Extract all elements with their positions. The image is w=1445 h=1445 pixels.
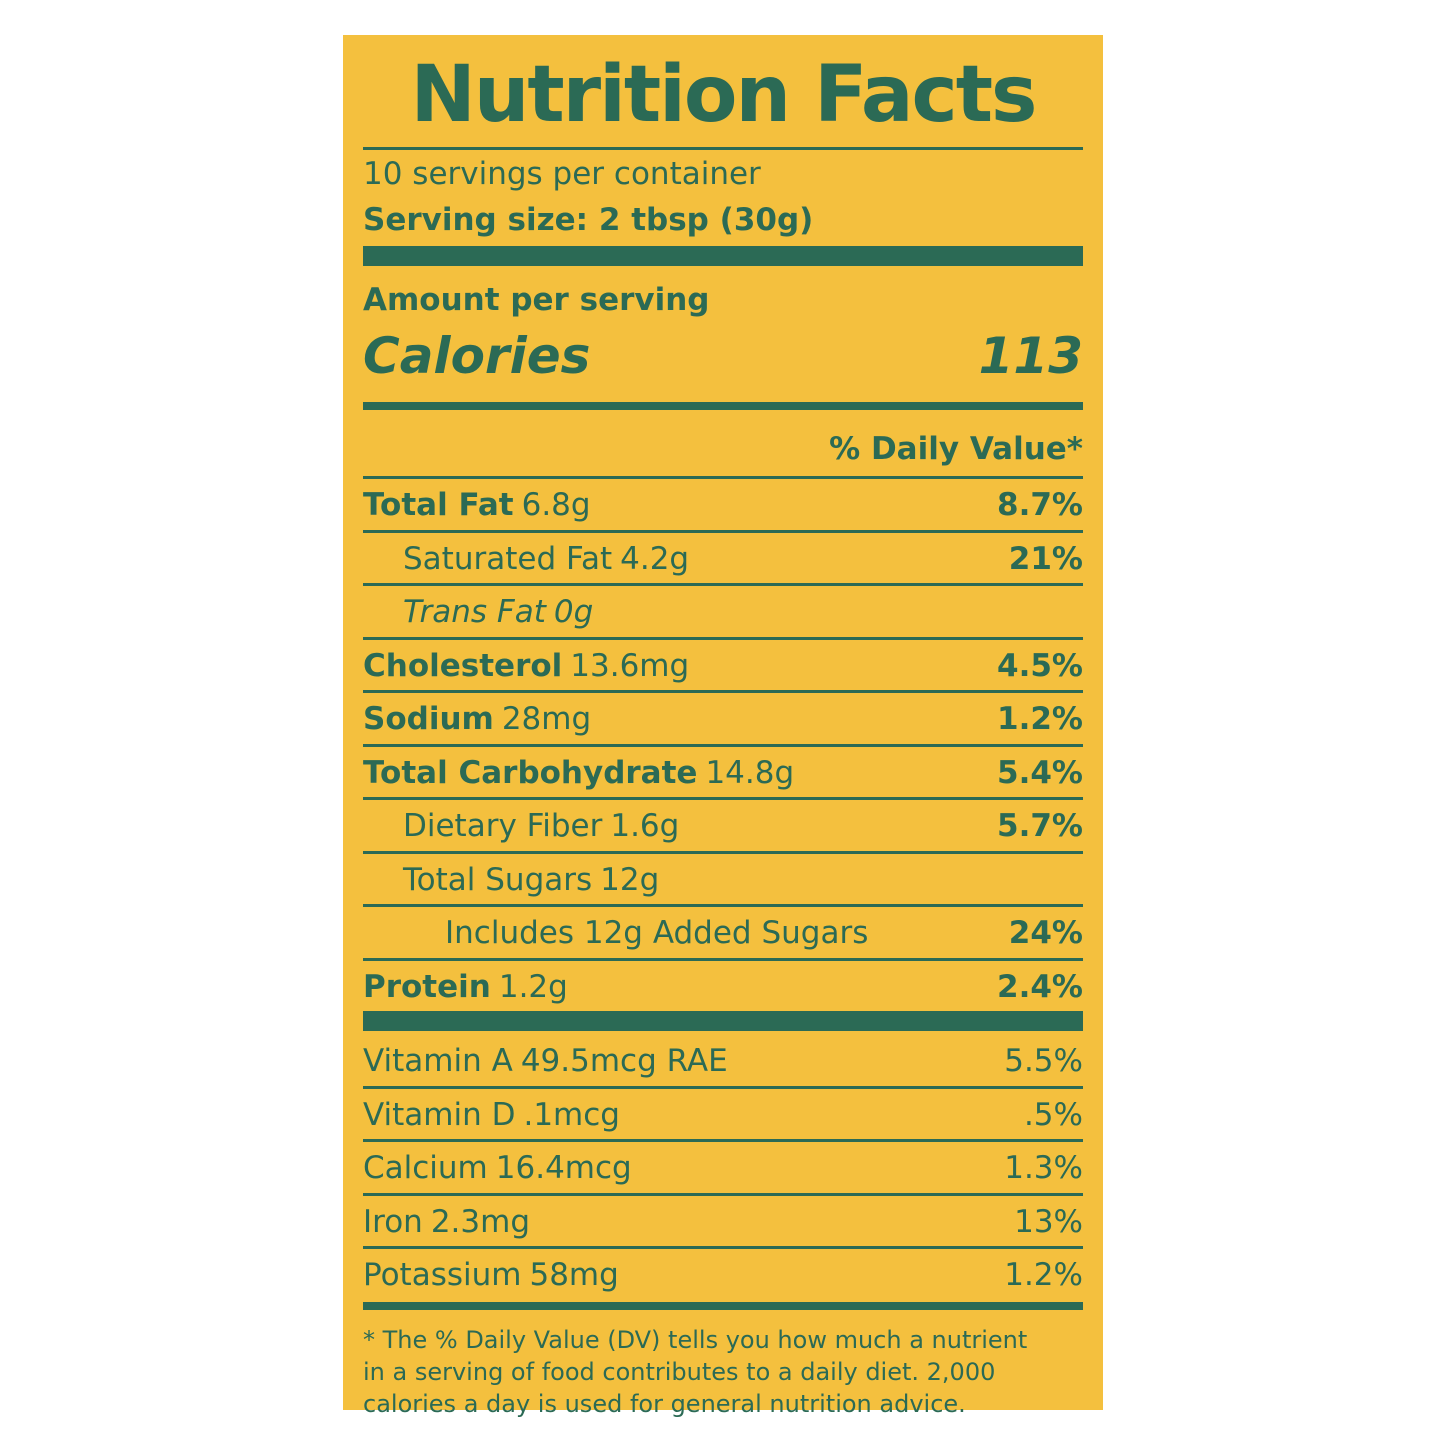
nutrient-row: Total Carbohydrate 14.8g 5.4% xyxy=(363,747,1083,800)
daily-value: 4.5% xyxy=(997,647,1083,684)
nutrient-row: Dietary Fiber 1.6g 5.7% xyxy=(363,800,1083,854)
nutrient: Trans Fat 0g xyxy=(363,586,593,637)
nutrient-row: Saturated Fat 4.2g 21% xyxy=(363,533,1083,586)
divider xyxy=(363,1301,1083,1310)
nutrient-row: Calcium 16.4mcg 1.3% xyxy=(363,1142,1083,1196)
dv-header: % Daily Value* xyxy=(363,424,1083,479)
daily-value: 13% xyxy=(1014,1203,1083,1240)
daily-value: 1.2% xyxy=(1004,1257,1083,1293)
nutrient-name: Sodium xyxy=(363,701,494,737)
nutrient-amount: 13.6mg xyxy=(570,647,690,684)
title: Nutrition Facts xyxy=(363,35,1083,150)
vitamins: Vitamin A 49.5mcg RAE 5.5% Vitamin D .1mcg .5… xyxy=(363,1035,1083,1300)
divider xyxy=(363,402,1083,410)
nutrient: Cholesterol 13.6mg xyxy=(363,640,689,691)
daily-value: 8.7% xyxy=(997,487,1083,523)
footnote-line: * The % Daily Value (DV) tells you how m… xyxy=(363,1325,1028,1354)
footnote: * The % Daily Value (DV) tells you how m… xyxy=(363,1324,1083,1420)
nutrient-row: Trans Fat 0g xyxy=(363,586,1083,640)
nutrient-name: Cholesterol xyxy=(363,647,563,684)
nutrient: Protein 1.2g xyxy=(363,961,568,1012)
nutrient-row: Total Fat 6.8g 8.7% xyxy=(363,479,1083,533)
daily-value: 5.7% xyxy=(997,808,1083,844)
nutrient: Potassium 58mg xyxy=(363,1249,619,1300)
nutrient-amount: 0g xyxy=(553,594,594,630)
daily-value: 1.2% xyxy=(997,701,1083,737)
nutrition-label: Nutrition Facts 10 servings per containe… xyxy=(343,35,1103,1418)
nutrient-amount: 58mg xyxy=(529,1257,619,1293)
nutrient-name: Total Sugars xyxy=(403,861,593,898)
nutrient-row: Vitamin D .1mcg .5% xyxy=(363,1089,1083,1142)
nutrient-name: Iron xyxy=(363,1203,423,1240)
calories-value: 113 xyxy=(978,327,1083,385)
footnote-line: calories a day is used for general nutri… xyxy=(363,1389,966,1418)
nutrient: Total Carbohydrate 14.8g xyxy=(363,747,794,798)
nutrient: Calcium 16.4mcg xyxy=(363,1142,632,1193)
nutrient: Sodium 28mg xyxy=(363,693,591,744)
nutrient: Vitamin A 49.5mcg RAE xyxy=(363,1035,728,1086)
nutrient: Iron 2.3mg xyxy=(363,1196,530,1247)
nutrient: Total Fat 6.8g xyxy=(363,479,591,530)
amount-per-serving: Amount per serving xyxy=(363,282,710,318)
nutrient-name: Total Carbohydrate xyxy=(363,754,698,791)
nutrient-amount: 1.2g xyxy=(498,968,568,1005)
nutrient-name: Potassium xyxy=(363,1257,522,1293)
nutrient-name: Trans Fat xyxy=(403,594,546,630)
nutrients: Total Fat 6.8g 8.7% Saturated Fat 4.2g 21% Tra… xyxy=(363,479,1083,1011)
divider xyxy=(363,1011,1083,1031)
nutrient-amount: 16.4mcg xyxy=(495,1150,632,1186)
calories-row: Calories 113 xyxy=(363,322,1083,390)
nutrient-amount: 6.8g xyxy=(521,487,591,523)
nutrient-row: Protein 1.2g 2.4% xyxy=(363,961,1083,1012)
nutrient: Dietary Fiber 1.6g xyxy=(363,800,679,851)
nutrient-amount: .1mcg xyxy=(523,1096,620,1133)
daily-value: 2.4% xyxy=(997,968,1083,1005)
calories-label: Calories xyxy=(363,327,591,385)
nutrient-amount: 2.3mg xyxy=(430,1203,531,1240)
nutrient: Saturated Fat 4.2g xyxy=(363,533,689,584)
daily-value: 5.4% xyxy=(997,754,1083,791)
nutrient-name: Dietary Fiber xyxy=(403,808,603,844)
nutrient-amount: 1.6g xyxy=(610,808,680,844)
nutrient-name: Vitamin D xyxy=(363,1096,516,1133)
nutrient-row: Total Sugars 12g xyxy=(363,854,1083,907)
daily-value: 21% xyxy=(1008,540,1083,577)
nutrient-row: Sodium 28mg 1.2% xyxy=(363,693,1083,747)
nutrient-name: Vitamin A xyxy=(363,1043,513,1079)
servings: 10 servings per container xyxy=(363,156,761,192)
nutrient-name: Includes 12g Added Sugars xyxy=(445,915,869,951)
nutrient: Includes 12g Added Sugars xyxy=(363,907,868,958)
nutrient: Vitamin D .1mcg xyxy=(363,1089,620,1140)
serving-size: Serving size: 2 tbsp (30g) xyxy=(363,202,814,238)
divider xyxy=(363,246,1083,266)
nutrient-name: Saturated Fat xyxy=(403,540,613,577)
daily-value: 5.5% xyxy=(1004,1043,1083,1079)
nutrient-amount: 28mg xyxy=(501,701,592,737)
nutrient-row: Cholesterol 13.6mg 4.5% xyxy=(363,640,1083,693)
daily-value: 24% xyxy=(1008,915,1083,951)
nutrient-row: Includes 12g Added Sugars 24% xyxy=(363,907,1083,961)
nutrient-row: Potassium 58mg 1.2% xyxy=(363,1249,1083,1300)
nutrient-name: Total Fat xyxy=(363,487,514,523)
nutrient-name: Calcium xyxy=(363,1150,488,1186)
footnote-line: in a serving of food contributes to a da… xyxy=(363,1357,996,1386)
nutrient-amount: 12g xyxy=(600,861,660,898)
nutrient-row: Vitamin A 49.5mcg RAE 5.5% xyxy=(363,1035,1083,1089)
nutrient-name: Protein xyxy=(363,968,491,1005)
nutrient-amount: 14.8g xyxy=(705,754,795,791)
nutrient-amount: 4.2g xyxy=(620,540,690,577)
daily-value: .5% xyxy=(1023,1096,1083,1133)
nutrient-amount: 49.5mcg RAE xyxy=(520,1043,728,1079)
nutrient-row: Iron 2.3mg 13% xyxy=(363,1196,1083,1249)
nutrient: Total Sugars 12g xyxy=(363,854,659,905)
daily-value: 1.3% xyxy=(1004,1150,1083,1186)
